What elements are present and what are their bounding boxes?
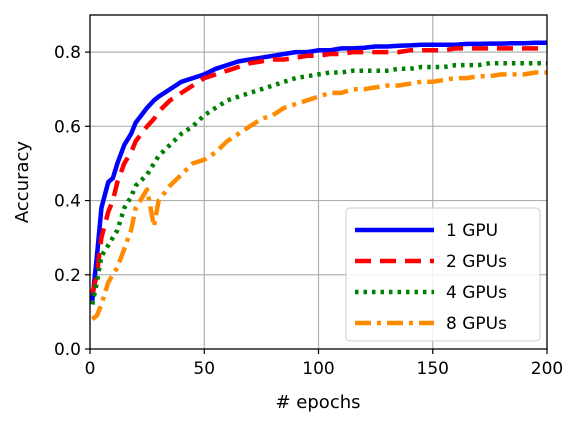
x-tick-label: 50 <box>193 359 215 379</box>
legend: 1 GPU 2 GPUs 4 GPUs 8 GPUs <box>345 207 541 342</box>
x-tick-label: 0 <box>85 359 96 379</box>
series-line-4 <box>90 70 547 322</box>
x-axis-label: # epochs <box>276 392 361 413</box>
axis-ticks: 0 50 100 150 200 0.0 0.2 0.4 0.6 0.8 <box>54 43 563 379</box>
y-tick-label: 0.6 <box>54 117 81 137</box>
y-tick-label: 0.0 <box>54 340 81 360</box>
y-tick-label: 0.4 <box>54 192 81 212</box>
y-axis-label: Accuracy <box>12 141 33 224</box>
x-tick-label: 150 <box>417 359 449 379</box>
y-tick-label: 0.2 <box>54 266 81 286</box>
x-tick-label: 100 <box>302 359 334 379</box>
legend-label-1: 1 GPU <box>446 221 498 241</box>
series-line-3 <box>90 60 547 305</box>
legend-box <box>345 207 541 342</box>
legend-label-4: 8 GPUs <box>446 314 507 334</box>
series-group <box>90 40 547 322</box>
x-tick-label: 200 <box>531 359 563 379</box>
series-line-2 <box>90 46 547 294</box>
series-line-1 <box>90 40 547 302</box>
legend-label-3: 4 GPUs <box>446 283 507 303</box>
y-tick-label: 0.8 <box>54 43 81 63</box>
legend-label-2: 2 GPUs <box>446 252 507 272</box>
